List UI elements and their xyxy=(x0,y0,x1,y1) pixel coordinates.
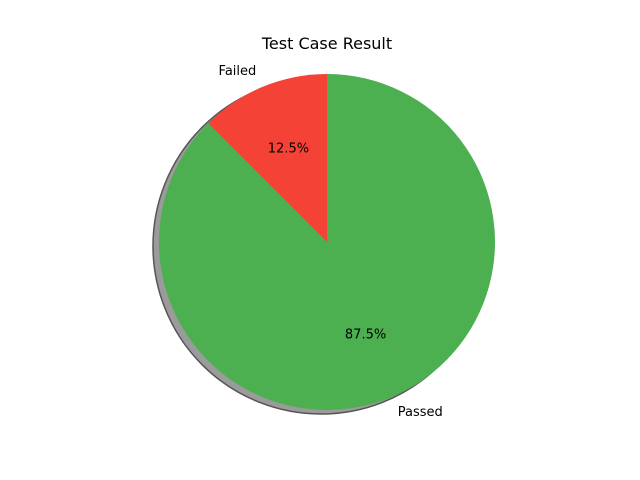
slice-label-passed: Passed xyxy=(398,405,443,420)
slice-label-failed: Failed xyxy=(219,64,257,79)
pie-slice-layer xyxy=(159,74,496,410)
percent-label-passed: 87.5% xyxy=(345,328,386,343)
pie-slice-failed xyxy=(208,74,327,242)
percent-label-failed: 12.5% xyxy=(268,141,309,156)
pie-slice-passed xyxy=(159,74,496,410)
chart-title: Test Case Result xyxy=(261,34,392,53)
pie-label-layer: Passed 87.5% Failed 12.5% xyxy=(219,64,443,420)
